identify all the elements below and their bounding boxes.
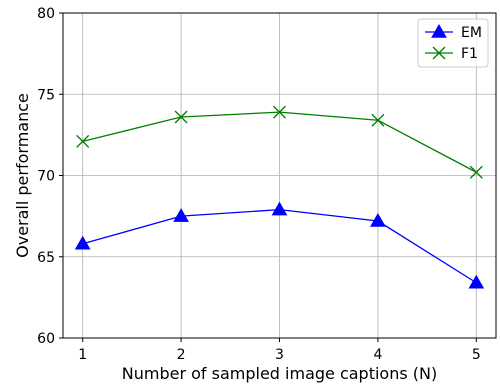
legend-label-em: EM <box>461 25 482 41</box>
series-f1 <box>76 105 483 179</box>
data-point-em <box>271 201 288 216</box>
x-axis-label: Number of sampled image captions (N) <box>122 364 437 383</box>
data-point-f1 <box>174 110 188 124</box>
data-point-f1 <box>76 134 90 148</box>
legend-item-f1: F1 <box>425 46 478 62</box>
x-tick-label: 5 <box>472 347 481 363</box>
data-point-em <box>173 208 189 222</box>
x-tick-label: 4 <box>373 347 382 363</box>
y-axis-label: Overall performance <box>13 93 32 258</box>
legend-marker-em <box>431 23 447 38</box>
data-point-em <box>468 274 485 289</box>
data-point-f1 <box>273 105 286 119</box>
series-em <box>74 201 485 289</box>
y-tick-label: 60 <box>37 331 55 347</box>
x-tick-label: 2 <box>177 347 186 363</box>
y-tick-label: 80 <box>37 6 55 22</box>
legend-marker-f1 <box>432 46 446 60</box>
legend-label-f1: F1 <box>461 46 478 62</box>
data-point-f1 <box>371 113 385 127</box>
legend-item-em: EM <box>425 23 482 41</box>
legend: EM F1 <box>417 18 489 68</box>
data-point-em <box>74 235 91 250</box>
plot-series <box>74 105 485 289</box>
y-tick-label: 75 <box>37 87 55 103</box>
y-tick-label: 65 <box>37 250 55 266</box>
data-point-em <box>370 212 386 227</box>
x-tick-label: 3 <box>275 347 284 363</box>
data-point-f1 <box>469 165 483 179</box>
axis-ticks: 1 2 3 4 5 60 65 70 75 80 <box>37 6 481 363</box>
x-tick-label: 1 <box>78 347 87 363</box>
y-tick-label: 70 <box>37 169 55 185</box>
